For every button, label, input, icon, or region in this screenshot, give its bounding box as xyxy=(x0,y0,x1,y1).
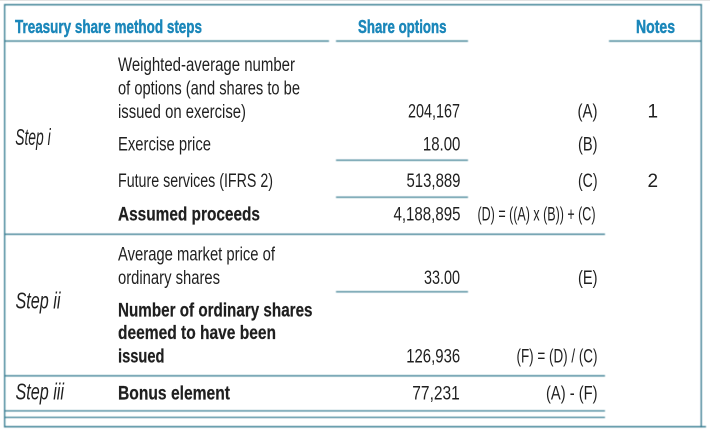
svg-text:4,188,895: 4,188,895 xyxy=(394,205,461,226)
svg-text:Assumed proceeds: Assumed proceeds xyxy=(118,205,260,226)
svg-text:issued on exercise): issued on exercise) xyxy=(118,102,246,123)
svg-text:Bonus element: Bonus element xyxy=(118,384,231,405)
svg-text:(F) = (D) / (C): (F) = (D) / (C) xyxy=(517,347,598,368)
svg-text:deemed to have been: deemed to have been xyxy=(118,323,276,344)
svg-text:Weighted-average number: Weighted-average number xyxy=(118,55,296,76)
svg-text:(E): (E) xyxy=(578,268,598,289)
svg-text:issued: issued xyxy=(118,347,165,368)
svg-text:Number of ordinary shares: Number of ordinary shares xyxy=(118,301,313,322)
svg-text:(D) = ((A) x (B)) + (C): (D) = ((A) x (B)) + (C) xyxy=(478,205,596,226)
svg-text:1: 1 xyxy=(648,102,659,123)
svg-text:513,889: 513,889 xyxy=(407,171,461,192)
svg-text:Step i: Step i xyxy=(15,124,51,150)
svg-text:204,167: 204,167 xyxy=(408,102,460,123)
svg-text:126,936: 126,936 xyxy=(406,347,460,368)
svg-text:Step ii: Step ii xyxy=(16,288,62,314)
svg-text:Treasury share method steps: Treasury share method steps xyxy=(15,17,202,37)
svg-text:33.00: 33.00 xyxy=(424,268,460,289)
svg-text:(C): (C) xyxy=(578,171,598,192)
svg-text:2: 2 xyxy=(648,171,659,192)
svg-text:77,231: 77,231 xyxy=(412,384,460,405)
svg-text:Average market price of: Average market price of xyxy=(118,245,276,266)
svg-text:(A) - (F): (A) - (F) xyxy=(546,384,598,405)
svg-text:Exercise price: Exercise price xyxy=(118,135,211,156)
svg-text:Future services (IFRS 2): Future services (IFRS 2) xyxy=(118,171,273,192)
svg-text:Step iii: Step iii xyxy=(16,379,65,405)
svg-text:Notes: Notes xyxy=(636,17,675,37)
svg-text:of options (and shares to be: of options (and shares to be xyxy=(118,79,300,100)
svg-text:(B): (B) xyxy=(578,135,598,156)
svg-text:Share options: Share options xyxy=(358,17,447,37)
svg-text:(A): (A) xyxy=(578,102,598,123)
svg-text:ordinary shares: ordinary shares xyxy=(118,268,220,289)
svg-text:18.00: 18.00 xyxy=(423,135,461,156)
